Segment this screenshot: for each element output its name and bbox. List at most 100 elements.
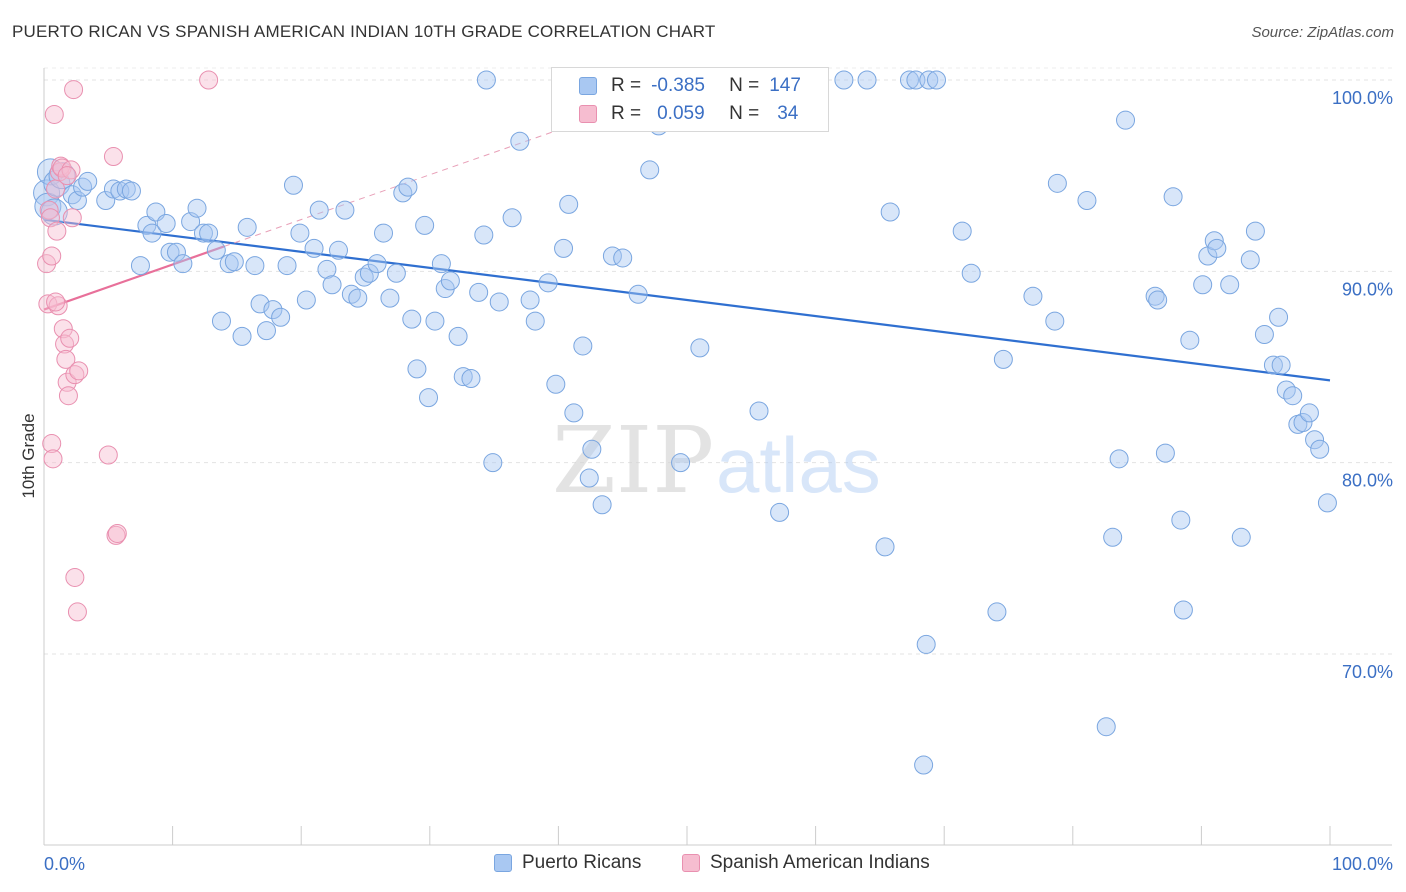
data-point [65, 365, 85, 385]
data-point [283, 175, 303, 195]
y-tick-label: 90.0% [1342, 279, 1393, 299]
y-axis-title: 10th Grade [19, 413, 38, 498]
data-point [393, 183, 413, 203]
trend-line-spanish-american-indians [43, 245, 225, 311]
legend-r-value: 0.059 [657, 103, 705, 124]
source-credit: Source: ZipAtlas.com [1251, 24, 1394, 41]
data-point [448, 326, 468, 346]
data-point [1193, 275, 1213, 295]
data-point [309, 200, 329, 220]
legend-r-value: -0.385 [651, 75, 705, 96]
data-point [474, 225, 494, 245]
data-point [232, 326, 252, 346]
data-point [592, 495, 612, 515]
data-point [961, 263, 981, 283]
axis-labels: 70.0% 80.0% 90.0% 100.0% 0.0% 100.0% 10th Grad… [19, 88, 1393, 874]
data-point [56, 349, 76, 369]
data-point [256, 321, 276, 341]
data-point [290, 223, 310, 243]
data-point [65, 567, 85, 587]
data-point [671, 453, 691, 473]
data-point [1023, 286, 1043, 306]
data-point [880, 202, 900, 222]
data-point [374, 223, 394, 243]
data-point [640, 160, 660, 180]
data-point [263, 300, 283, 320]
data-point [1317, 493, 1337, 513]
data-point [245, 256, 265, 276]
data-point [348, 288, 368, 308]
data-point [1220, 275, 1240, 295]
data-point [211, 311, 231, 331]
data-point [199, 70, 219, 90]
data-point [926, 70, 946, 90]
data-point [380, 288, 400, 308]
grid [44, 67, 1392, 655]
data-point [317, 259, 337, 279]
data-point [613, 248, 633, 268]
data-point [67, 602, 87, 622]
data-point [510, 131, 530, 151]
data-point [502, 208, 522, 228]
stats-legend: R = -0.385 N = 147 R = 0.059 N = 34 [551, 67, 829, 132]
series-label: Puerto Ricans [522, 852, 642, 873]
data-point [1116, 110, 1136, 130]
legend-n-label: N = [729, 103, 760, 124]
x-tick-label: 0.0% [44, 854, 85, 874]
data-point [42, 246, 62, 266]
data-point [914, 755, 934, 775]
data-point [573, 336, 593, 356]
data-point [1077, 191, 1097, 211]
data-point [359, 263, 379, 283]
data-point [398, 177, 418, 197]
data-point [103, 147, 123, 167]
y-tick-label: 70.0% [1342, 662, 1393, 682]
data-point [61, 160, 81, 180]
data-point [952, 221, 972, 241]
data-point [166, 242, 186, 262]
data-point [69, 361, 89, 381]
data-point [386, 263, 406, 283]
data-point [199, 223, 219, 243]
data-point [834, 70, 854, 90]
data-point [425, 311, 445, 331]
data-point [328, 240, 348, 260]
data-point [1305, 430, 1325, 450]
data-point [354, 267, 374, 287]
data-point [187, 198, 207, 218]
data-point [546, 374, 566, 394]
data-point [1171, 510, 1191, 530]
legend-row-spanish-american-indians: R = 0.059 N = 34 [552, 100, 798, 128]
data-point [489, 292, 509, 312]
data-point [173, 254, 193, 274]
data-point [987, 602, 1007, 622]
x-tick-label: 100.0% [1332, 854, 1393, 874]
data-point [993, 349, 1013, 369]
data-point [1245, 221, 1265, 241]
data-point [78, 171, 98, 191]
data-point [206, 240, 226, 260]
data-point [520, 290, 540, 310]
data-point [1096, 717, 1116, 737]
data-point [237, 217, 257, 237]
y-tick-label: 80.0% [1342, 471, 1393, 491]
data-point [335, 200, 355, 220]
data-point [1271, 355, 1291, 375]
data-point [559, 194, 579, 214]
data-point [1293, 412, 1313, 432]
data-point [1148, 290, 1168, 310]
data-point [1155, 443, 1175, 463]
data-point [156, 214, 176, 233]
data-point [62, 185, 82, 205]
data-point [39, 200, 59, 220]
data-point [1173, 600, 1193, 620]
chart-title: PUERTO RICAN VS SPANISH AMERICAN INDIAN … [12, 22, 716, 41]
data-point [53, 319, 73, 339]
data-point [98, 445, 118, 465]
data-point [57, 166, 77, 186]
data-point [1299, 403, 1319, 423]
data-point [121, 181, 141, 201]
data-point [690, 338, 710, 358]
data-point [875, 537, 895, 557]
data-point [96, 191, 116, 211]
